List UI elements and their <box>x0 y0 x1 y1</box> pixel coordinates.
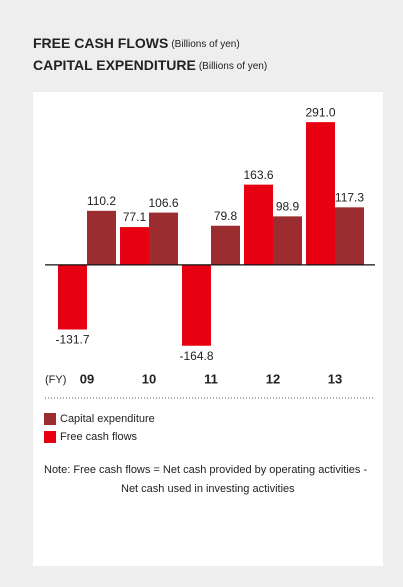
legend-swatch <box>44 413 56 425</box>
bar <box>182 264 211 346</box>
x-tick-label: 10 <box>142 371 156 386</box>
x-tick-label: 11 <box>204 371 218 386</box>
title: CAPITAL EXPENDITURE <box>33 57 196 73</box>
title-unit: (Billions of yen) <box>199 61 267 72</box>
title-line: FREE CASH FLOWS (Billions of yen) <box>33 35 240 51</box>
data-label: 163.6 <box>243 168 273 182</box>
data-label: 110.2 <box>87 194 116 208</box>
data-label: 77.1 <box>123 210 147 224</box>
x-tick-label: 13 <box>328 371 342 386</box>
note: Net cash used in investing activities <box>121 483 295 495</box>
data-label: 98.9 <box>276 200 300 214</box>
data-label: 291.0 <box>305 105 335 119</box>
legend-swatch <box>44 431 56 443</box>
bar <box>149 212 178 265</box>
data-label: 106.6 <box>148 196 178 210</box>
bar <box>58 264 87 330</box>
bar <box>87 210 116 265</box>
bar <box>120 227 149 265</box>
note: Note: Free cash flows = Net cash provide… <box>44 464 367 476</box>
data-label: -164.8 <box>179 349 213 363</box>
legend-label: Capital expenditure <box>60 413 155 425</box>
title: FREE CASH FLOWS <box>33 35 168 51</box>
x-tick-label: 12 <box>266 371 280 386</box>
bar <box>244 184 273 265</box>
title-unit: (Billions of yen) <box>171 39 239 50</box>
data-label: -131.7 <box>55 333 89 347</box>
bar <box>273 216 302 265</box>
legend-label: Free cash flows <box>60 431 138 443</box>
bar <box>306 122 335 265</box>
data-label: 79.8 <box>214 209 238 223</box>
data-label: 117.3 <box>335 191 364 205</box>
x-tick-label: 09 <box>80 371 94 386</box>
title-line: CAPITAL EXPENDITURE (Billions of yen) <box>33 57 267 73</box>
bar <box>211 225 240 265</box>
x-axis-label: (FY) <box>45 374 66 386</box>
bar <box>335 207 364 265</box>
